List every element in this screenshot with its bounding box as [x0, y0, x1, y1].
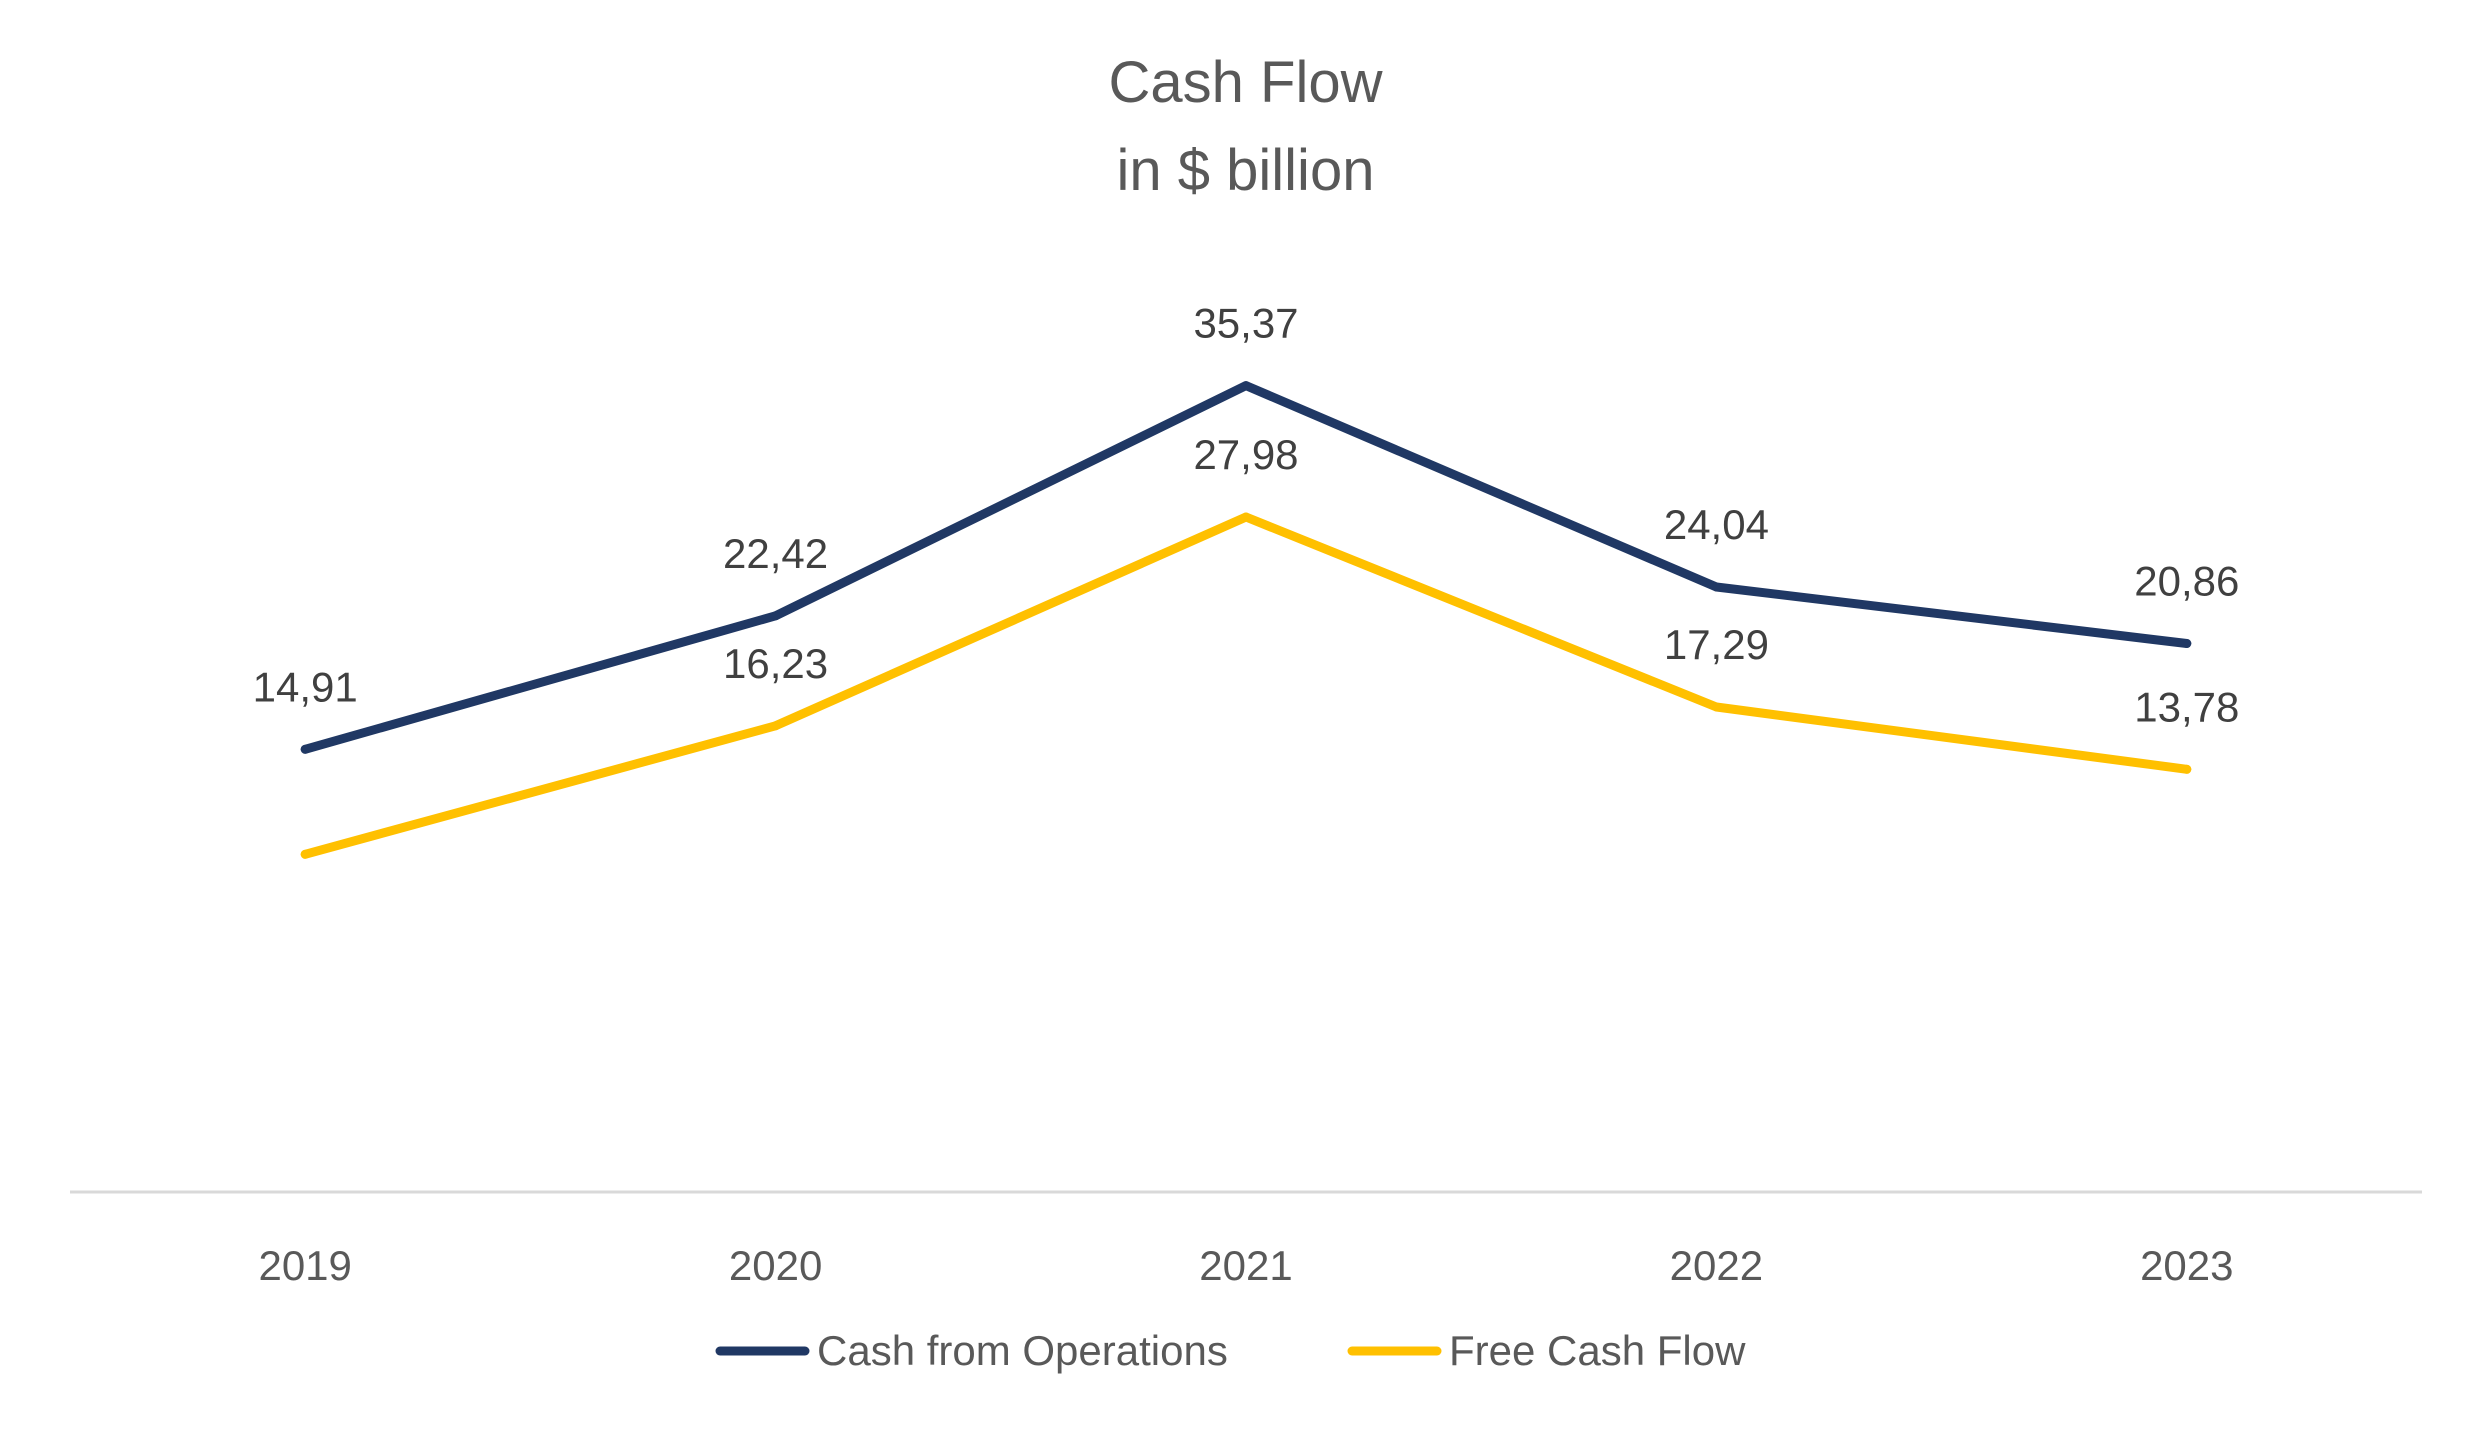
x-tick-label-2023: 2023	[2140, 1242, 2233, 1289]
data-label-series-1-2019: 14,91	[253, 663, 358, 710]
legend: Cash from Operations Free Cash Flow	[715, 1327, 1746, 1374]
chart-subtitle: in $ billion	[1117, 138, 1375, 203]
data-label-series-2-2022: 17,29	[1664, 621, 1769, 668]
series-1-point-2019	[300, 744, 310, 754]
series-1-point-2020	[771, 611, 781, 621]
series-1-point-2023	[2182, 639, 2192, 648]
data-label-series-2-2023: 13,78	[2134, 683, 2239, 730]
x-tick-label-2019: 2019	[258, 1242, 351, 1289]
legend-label-1: Cash from Operations	[817, 1327, 1228, 1374]
x-tick-label-2021: 2021	[1199, 1242, 1292, 1289]
series-2-point-2020	[771, 721, 781, 731]
series-layer	[300, 381, 2192, 859]
data-label-series-1-2020: 22,42	[723, 530, 828, 577]
series-1-point-2022	[1711, 582, 1721, 592]
series-2-point-2019	[300, 849, 310, 859]
x-axis-ticks: 2019 2020 2021 2022 2023	[258, 1242, 2233, 1289]
series-2-point-2021	[1241, 512, 1251, 522]
data-label-layer: 14,91 22,42 35,37 24,04 20,86 16,23 27,98 17,29…	[253, 300, 2240, 731]
data-label-series-1-2021: 35,37	[1193, 300, 1298, 347]
series-2-point-2023	[2182, 764, 2192, 774]
legend-label-2: Free Cash Flow	[1449, 1327, 1746, 1374]
data-label-series-2-2021: 27,98	[1193, 431, 1298, 478]
data-label-series-1-2023: 20,86	[2134, 558, 2239, 605]
data-label-series-1-2022: 24,04	[1664, 501, 1769, 548]
x-tick-label-2022: 2022	[1670, 1242, 1763, 1289]
data-label-series-2-2020: 16,23	[723, 640, 828, 687]
series-2-point-2022	[1711, 702, 1721, 712]
x-tick-label-2020: 2020	[729, 1242, 822, 1289]
chart-title: Cash Flow	[1109, 50, 1384, 115]
series-1-point-2021	[1241, 381, 1251, 391]
